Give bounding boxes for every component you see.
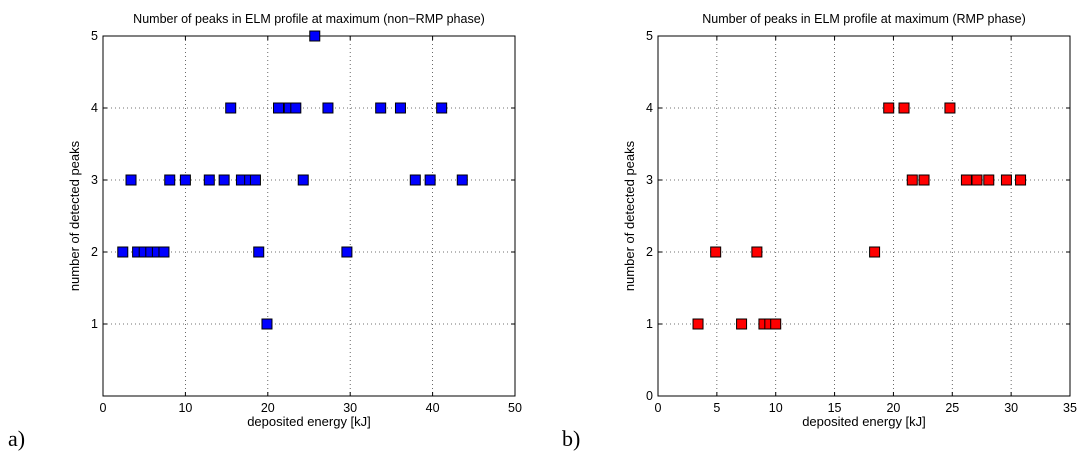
x-tick-label: 20: [261, 401, 275, 415]
x-tick-label: 15: [828, 401, 842, 415]
data-point: [960, 174, 972, 186]
x-tick-label: 25: [945, 401, 959, 415]
data-point: [375, 102, 387, 114]
data-point: [158, 246, 170, 258]
plot-area: [658, 36, 1070, 396]
data-point: [883, 102, 895, 114]
data-point: [225, 102, 237, 114]
data-point: [424, 174, 436, 186]
data-point: [297, 174, 309, 186]
data-point: [117, 246, 129, 258]
data-point: [249, 174, 261, 186]
y-axis-label: number of detected peaks: [67, 140, 82, 291]
data-point: [322, 102, 334, 114]
data-point: [456, 174, 468, 186]
data-point: [203, 174, 215, 186]
data-point: [944, 102, 956, 114]
y-axis-label: number of detected peaks: [622, 140, 637, 291]
data-point: [869, 246, 881, 258]
data-point: [983, 174, 995, 186]
y-tick-label: 2: [91, 245, 98, 259]
x-tick-label: 35: [1063, 401, 1077, 415]
data-point: [971, 174, 983, 186]
y-tick-label: 1: [91, 317, 98, 331]
x-tick-label: 10: [769, 401, 783, 415]
x-tick-label: 5: [713, 401, 720, 415]
y-tick-label: 4: [646, 101, 653, 115]
x-axis-label: deposited energy [kJ]: [802, 414, 926, 429]
data-point: [898, 102, 910, 114]
x-tick-label: 10: [178, 401, 192, 415]
data-point: [218, 174, 230, 186]
data-point: [309, 30, 321, 42]
data-point: [409, 174, 421, 186]
x-tick-label: 30: [1004, 401, 1018, 415]
data-point: [906, 174, 918, 186]
data-point: [125, 174, 137, 186]
x-tick-label: 30: [343, 401, 357, 415]
chart-panel-1: 0 10 20 30 40 50 1 2 3 4 5 Number of peaks in ELM p…: [8, 12, 522, 451]
chart-title: Number of peaks in ELM profile at maximu…: [702, 12, 1026, 26]
data-point: [918, 174, 930, 186]
y-tick-label: 3: [91, 173, 98, 187]
y-tick-label: 1: [646, 317, 653, 331]
y-tick-label: 5: [91, 29, 98, 43]
data-point: [179, 174, 191, 186]
data-point: [436, 102, 448, 114]
chart-panel-2: 0 5 10 15 20 25 30 35 0 1 2 3 4 5 Number of peaks in E…: [562, 12, 1077, 451]
data-point: [394, 102, 406, 114]
y-tick-label: 5: [646, 29, 653, 43]
data-point: [710, 246, 722, 258]
data-point: [290, 102, 302, 114]
data-point: [1000, 174, 1012, 186]
data-point: [261, 318, 273, 330]
x-tick-label: 40: [426, 401, 440, 415]
y-tick-label: 4: [91, 101, 98, 115]
panel-label: b): [562, 426, 580, 451]
x-tick-label: 50: [508, 401, 522, 415]
axes-frame: [657, 35, 1071, 397]
panel-label: a): [8, 426, 25, 451]
x-axis-label: deposited energy [kJ]: [247, 414, 371, 429]
x-tick-label: 20: [886, 401, 900, 415]
data-point: [736, 318, 748, 330]
data-point: [1015, 174, 1027, 186]
y-tick-label: 3: [646, 173, 653, 187]
plot-area: [103, 36, 515, 396]
data-point: [253, 246, 265, 258]
data-point: [770, 318, 782, 330]
data-point: [751, 246, 763, 258]
y-tick-label: 0: [646, 389, 653, 403]
x-tick-label: 0: [100, 401, 107, 415]
data-point: [273, 102, 285, 114]
axes-frame: [102, 35, 516, 397]
chart-title: Number of peaks in ELM profile at maximu…: [133, 12, 485, 26]
y-tick-label: 2: [646, 245, 653, 259]
data-point: [692, 318, 704, 330]
x-tick-label: 0: [655, 401, 662, 415]
data-point: [164, 174, 176, 186]
data-point: [341, 246, 353, 258]
